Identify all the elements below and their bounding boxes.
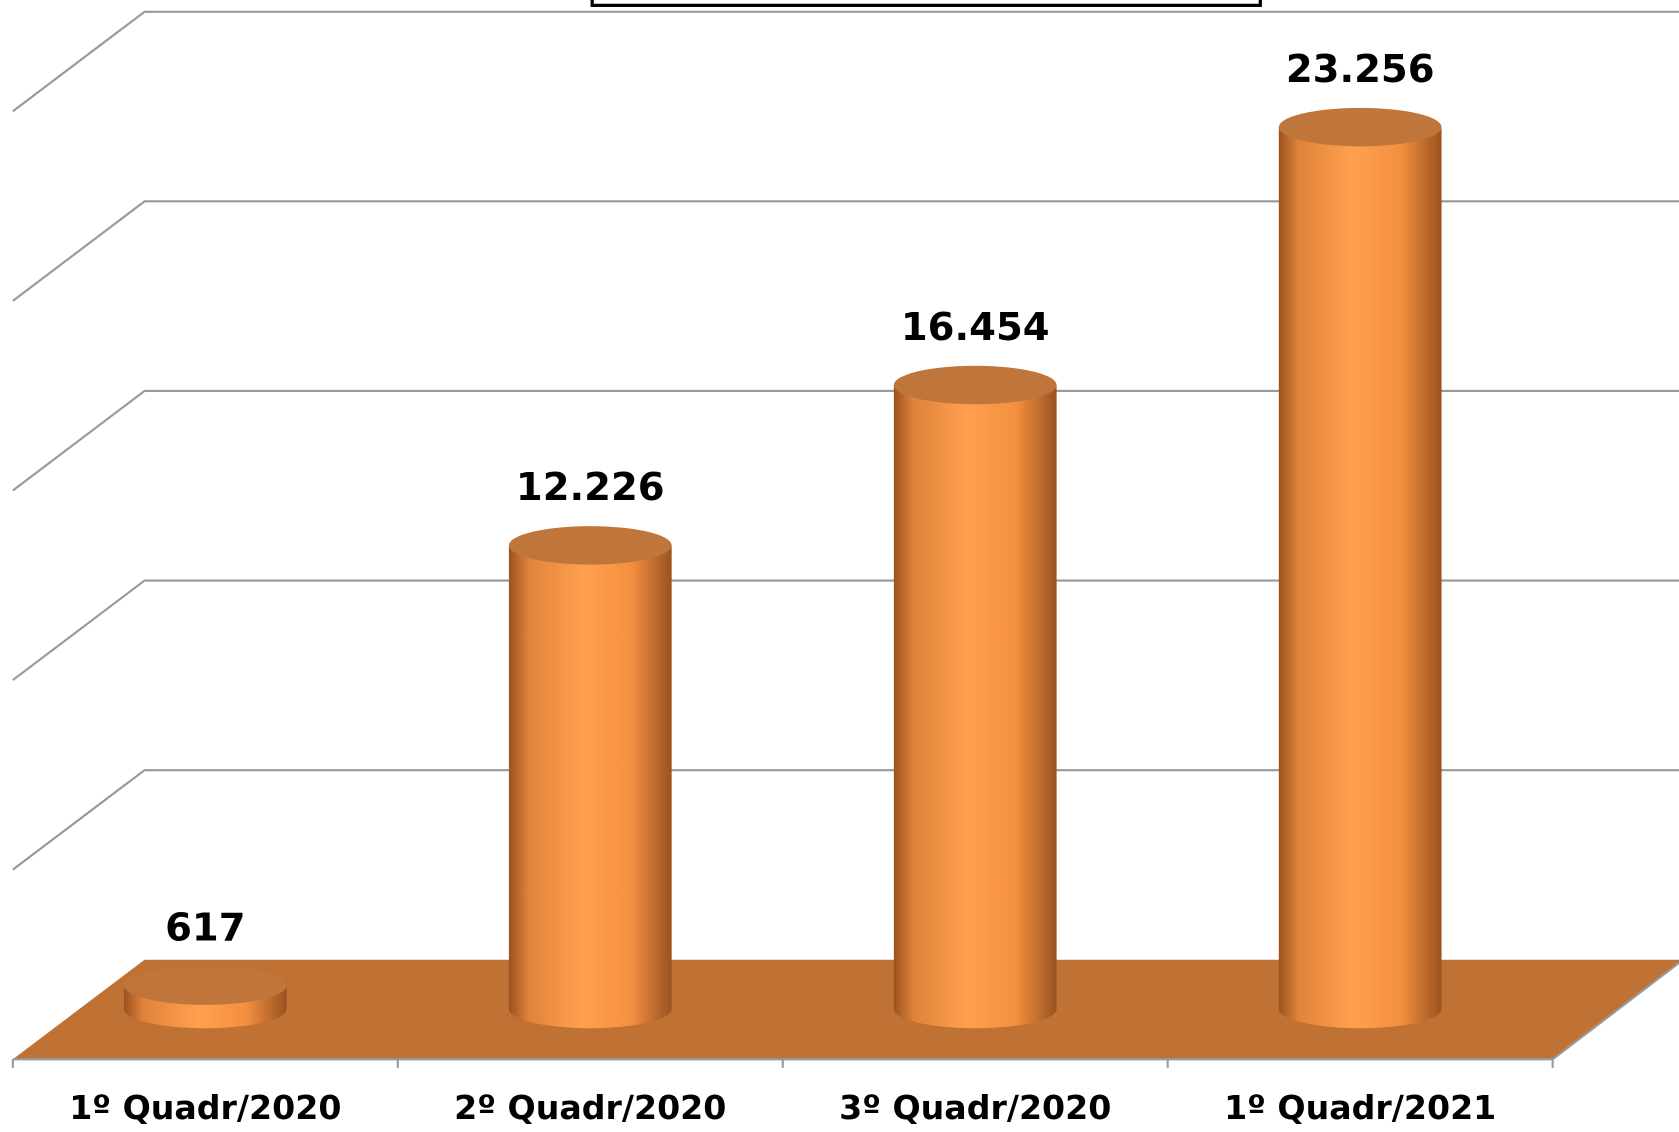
x-tick-label: 1º Quadr/2020 (69, 1088, 341, 1127)
data-label: 12.226 (516, 465, 665, 510)
bar-top (123, 966, 287, 1005)
title-box (590, 0, 1262, 7)
bar (1278, 127, 1442, 1029)
grid-line (12, 200, 1679, 302)
bar-top (893, 365, 1057, 405)
x-tick-label: 2º Quadr/2020 (454, 1088, 726, 1127)
bar (893, 385, 1057, 1029)
floor (12, 959, 1679, 1060)
grid-line (12, 579, 1679, 681)
data-label: 617 (165, 905, 245, 950)
data-label: 23.256 (1286, 47, 1435, 92)
grid-line (12, 10, 1679, 113)
data-label: 16.454 (901, 305, 1050, 350)
bar-top (1278, 107, 1442, 147)
grid-line (12, 769, 1679, 871)
bar-top (508, 526, 672, 565)
bar (508, 545, 672, 1029)
x-tick-label: 3º Quadr/2020 (839, 1088, 1111, 1127)
grid-line (12, 389, 1679, 492)
floor-edge (1551, 962, 1679, 1061)
x-tick-label: 1º Quadr/2021 (1224, 1088, 1496, 1127)
